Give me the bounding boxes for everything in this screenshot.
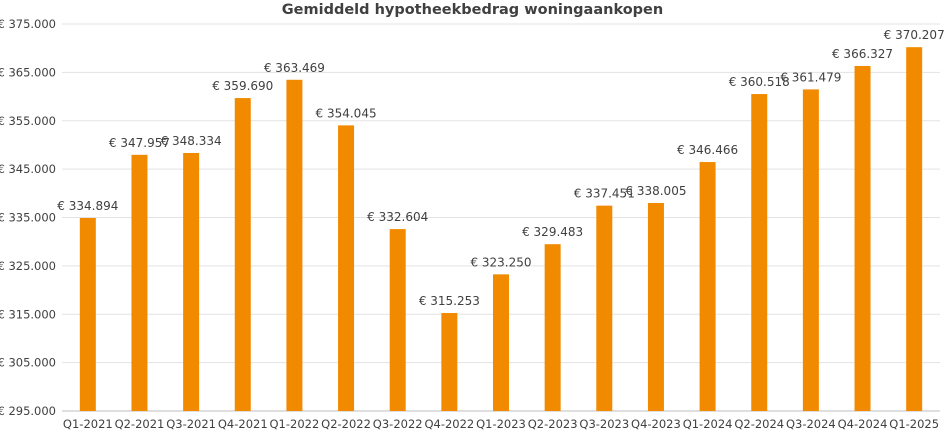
bar <box>389 229 406 411</box>
bar <box>647 202 664 411</box>
data-label: € 329.483 <box>522 225 583 239</box>
x-tick-label: Q4-2023 <box>631 417 681 431</box>
bar <box>183 152 200 412</box>
bar <box>493 274 509 411</box>
data-label: € 338.005 <box>625 184 686 198</box>
data-label: € 347.957 <box>109 136 170 150</box>
y-tick-label: € 365.000 <box>0 65 56 79</box>
x-tick-label: Q4-2022 <box>424 417 474 431</box>
data-label: € 354.045 <box>316 106 377 120</box>
bar <box>338 125 355 411</box>
x-tick-label: Q3-2022 <box>373 417 423 431</box>
bar <box>286 79 303 411</box>
x-tick-label: Q4-2021 <box>218 417 268 431</box>
data-label: € 361.479 <box>780 70 841 84</box>
data-label: € 315.253 <box>419 294 480 308</box>
x-tick-label: Q1-2023 <box>476 417 526 431</box>
bar <box>79 218 96 411</box>
data-label: € 348.334 <box>161 134 222 148</box>
y-tick-label: € 335.000 <box>0 211 56 225</box>
bar <box>906 47 923 412</box>
y-tick-label: € 375.000 <box>0 17 56 31</box>
bar <box>854 65 871 412</box>
y-tick-label: € 325.000 <box>0 259 56 273</box>
data-label: € 359.690 <box>212 79 273 93</box>
x-tick-label: Q2-2024 <box>734 417 784 431</box>
bar <box>699 162 716 411</box>
y-tick-label: € 295.000 <box>0 404 56 418</box>
bar <box>441 313 458 411</box>
data-label: € 334.894 <box>57 199 118 213</box>
bar <box>544 244 561 411</box>
data-label: € 323.250 <box>470 255 531 269</box>
data-label: € 363.469 <box>264 61 325 75</box>
x-tick-label: Q1-2022 <box>270 417 320 431</box>
data-label: € 337.451 <box>574 187 635 201</box>
bar <box>751 94 768 411</box>
x-tick-label: Q3-2024 <box>786 417 836 431</box>
bar <box>802 89 819 411</box>
y-tick-label: € 305.000 <box>0 356 56 370</box>
x-tick-label: Q2-2022 <box>321 417 371 431</box>
data-label: € 370.207 <box>884 28 945 42</box>
data-label: € 360.518 <box>729 75 790 89</box>
y-tick-label: € 345.000 <box>0 162 56 176</box>
x-tick-label: Q2-2023 <box>528 417 578 431</box>
x-tick-label: Q1-2025 <box>889 417 939 431</box>
x-tick-label: Q3-2021 <box>166 417 216 431</box>
chart-title: Gemiddeld hypotheekbedrag woningaankopen <box>281 2 664 18</box>
bar <box>596 205 613 411</box>
x-tick-label: Q1-2024 <box>683 417 733 431</box>
x-tick-label: Q3-2023 <box>579 417 629 431</box>
data-label: € 346.466 <box>677 143 738 157</box>
data-label: € 332.604 <box>367 210 428 224</box>
bar <box>234 98 251 411</box>
y-tick-label: € 355.000 <box>0 114 56 128</box>
x-tick-label: Q1-2021 <box>63 417 113 431</box>
data-label: € 366.327 <box>832 47 893 61</box>
y-tick-label: € 315.000 <box>0 307 56 321</box>
x-tick-label: Q2-2021 <box>115 417 165 431</box>
x-tick-label: Q4-2024 <box>838 417 888 431</box>
bar <box>131 154 148 412</box>
